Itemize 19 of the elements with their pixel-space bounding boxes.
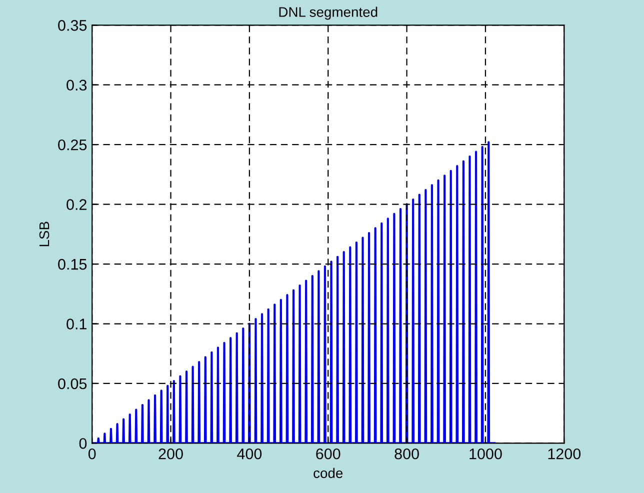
chart-title: DNL segmented (279, 6, 378, 20)
x-tick-label: 400 (237, 448, 262, 460)
y-tick-label: 0.3 (66, 80, 87, 91)
x-tick-label: 200 (158, 448, 183, 460)
line-series (92, 141, 496, 444)
y-axis-title: LSB (39, 222, 50, 246)
x-tick-label: 600 (316, 448, 340, 460)
x-tick-label: 800 (394, 448, 419, 460)
x-tick-label: 1200 (548, 448, 581, 460)
y-tick-label: 0 (79, 438, 87, 449)
y-tick-label: 0.25 (58, 139, 87, 150)
y-tick-label: 0.05 (58, 378, 87, 390)
y-tick-label: 0.15 (58, 258, 87, 270)
y-tick-label: 0.35 (58, 20, 87, 31)
y-tick-label: 0.1 (66, 318, 86, 330)
x-tick-label: 1000 (470, 448, 502, 460)
x-tick-label: 0 (88, 448, 96, 460)
y-tick-label: 0.2 (66, 199, 86, 210)
x-axis-title: code (314, 468, 343, 478)
